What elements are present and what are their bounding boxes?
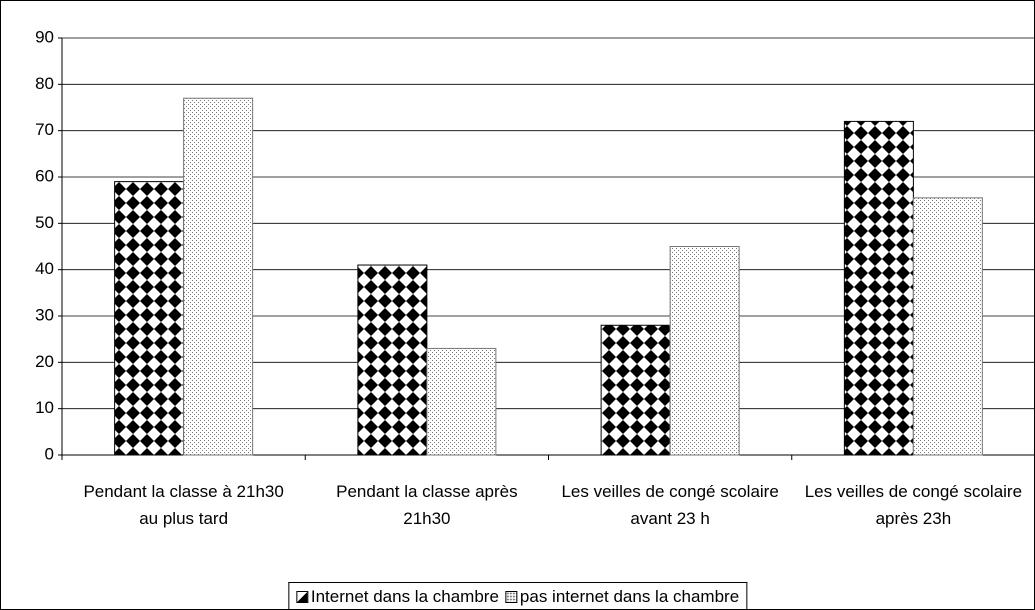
legend-label: Internet dans la chambre xyxy=(310,587,499,606)
x-tick-label: Les veilles de congé scolaire avant 23 h xyxy=(561,482,779,528)
x-tick-label: Les veilles de congé scolaire après 23h xyxy=(804,482,1023,528)
x-tick-label: Pendant la classe après 21h30 xyxy=(336,482,518,528)
bar xyxy=(183,97,254,456)
bar xyxy=(426,347,497,456)
bar xyxy=(357,264,428,456)
bar xyxy=(600,324,671,456)
y-tick-label: 50 xyxy=(35,213,54,232)
y-tick-label: 10 xyxy=(35,398,54,417)
x-tick-label: Pendant la classe à 21h30 au plus tard xyxy=(83,482,284,528)
y-tick-label: 60 xyxy=(35,166,54,185)
legend-item: Internet dans la chambre xyxy=(295,587,499,607)
legend: Internet dans la chambre pas internet dan… xyxy=(287,582,748,610)
legend-item: pas internet dans la chambre xyxy=(504,587,740,607)
bar xyxy=(114,181,185,456)
y-tick-label: 70 xyxy=(35,120,54,139)
bar xyxy=(843,120,914,456)
y-tick-label: 80 xyxy=(35,74,54,93)
legend-swatch xyxy=(504,591,517,603)
y-tick-label: 40 xyxy=(35,259,54,278)
y-tick-label: 0 xyxy=(45,444,54,463)
legend-swatch xyxy=(295,591,308,603)
legend-label: pas internet dans la chambre xyxy=(519,587,740,606)
bar xyxy=(669,246,740,456)
y-tick-label: 20 xyxy=(35,352,54,371)
bar xyxy=(912,197,983,456)
y-tick-label: 30 xyxy=(35,305,54,324)
y-tick-label: 90 xyxy=(35,27,54,46)
